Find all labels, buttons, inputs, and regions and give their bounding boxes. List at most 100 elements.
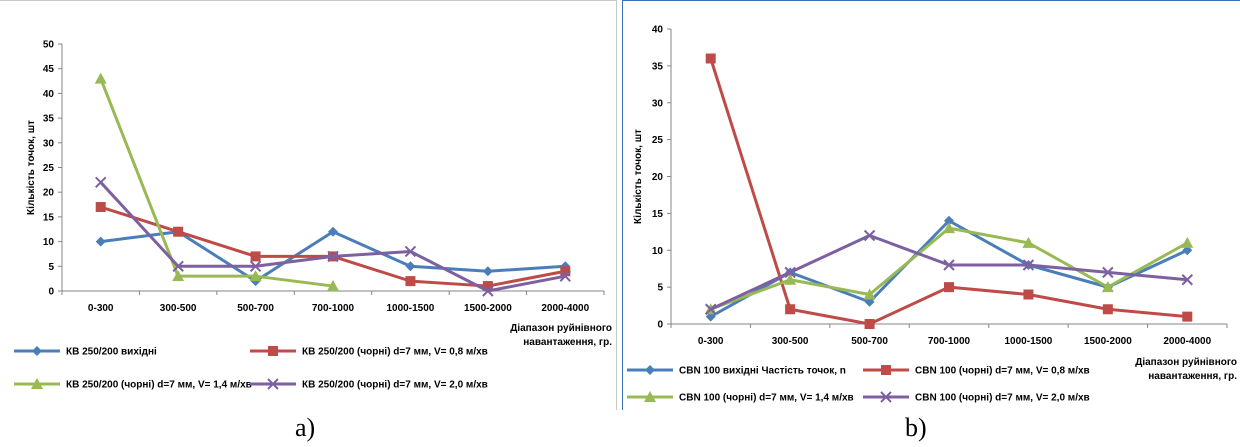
data-point	[1022, 259, 1035, 271]
x-tick-label: 1500-2000	[1084, 336, 1132, 347]
data-point	[559, 270, 571, 282]
legend-marker	[32, 346, 42, 356]
chart-b: 0 5 10 15 20 25 30 35 40 0-300 300-500 500-700 700-1…	[627, 25, 1237, 404]
data-point	[404, 245, 417, 258]
data-point	[1181, 274, 1193, 286]
data-point	[1102, 304, 1113, 315]
data-point	[482, 266, 493, 277]
legend-label: КВ 250/200 (чорні) d=7 мм, V= 0,8 м/хв	[302, 347, 488, 358]
legend-label: CBN 100 вихідні Частість точок, n	[679, 366, 846, 377]
y-tick-label: 25	[652, 135, 664, 146]
legend-marker	[881, 365, 891, 375]
y-tick-label: 10	[43, 237, 55, 248]
data-point	[944, 215, 954, 226]
x-tick-label: 300-500	[772, 336, 809, 347]
chart-panel-a: 0 5 10 15 20 25 30 35 40 45 50 0-300 300-500 500-700 7…	[0, 0, 617, 410]
data-point	[863, 288, 876, 300]
data-point	[1022, 236, 1035, 248]
data-point	[95, 176, 107, 189]
series-4	[705, 229, 1193, 315]
x-tick-label: 2000-4000	[1163, 336, 1211, 347]
data-point	[1182, 311, 1193, 322]
chart-a: 0 5 10 15 20 25 30 35 40 45 50 0-300 300-500 500-700 7…	[14, 40, 612, 391]
data-point	[863, 229, 876, 242]
y-axis-title: Кількість точок, шт	[26, 120, 37, 215]
caption-b: b)	[905, 413, 927, 442]
y-tick-label: 15	[43, 212, 55, 223]
legend-label: CBN 100 (чорні) d=7 мм, V= 1,4 м/хв	[679, 393, 854, 404]
y-tick-label: 0	[657, 320, 663, 331]
data-point	[1181, 236, 1194, 248]
legend-marker	[268, 346, 278, 356]
x-axis-title: навантаження, гр.	[523, 337, 612, 348]
data-point	[1023, 289, 1034, 300]
legend-label: CBN 100 (чорні) d=7 мм, V= 2,0 м/хв	[915, 393, 1090, 404]
legend-entry: CBN 100 вихідні Частість точок, n	[627, 365, 846, 377]
x-tick-label: 1000-1500	[1005, 336, 1053, 347]
legend-entry: КВ 250/200 (чорні) d=7 мм, V= 1,4 м/хв	[14, 378, 252, 391]
data-point	[172, 260, 184, 273]
data-point	[943, 222, 955, 234]
series-line	[709, 219, 1188, 318]
data-point	[1101, 281, 1114, 293]
legend-marker	[645, 365, 655, 375]
series-line	[710, 226, 1189, 311]
data-point	[944, 282, 954, 293]
legend-label: CBN 100 (чорні) d=7 мм, V= 0,8 м/хв	[915, 366, 1090, 377]
y-tick-label: 50	[43, 40, 55, 51]
legend-label: КВ 250/200 (чорні) d=7 мм, V= 2,0 м/хв	[302, 380, 488, 391]
data-point	[943, 259, 955, 271]
legend-entry: КВ 250/200 (чорні) d=7 мм, V= 2,0 м/хв	[250, 378, 488, 391]
legend-entry: CBN 100 (чорні) d=7 мм, V= 2,0 м/хв	[863, 391, 1090, 404]
data-point	[560, 266, 571, 277]
y-tick-label: 40	[652, 25, 664, 36]
legend-marker	[644, 391, 656, 402]
y-tick-label: 5	[48, 262, 54, 273]
series-3	[94, 72, 339, 292]
y-tick-label: 35	[652, 61, 664, 72]
series-4	[95, 176, 571, 297]
data-point	[482, 281, 493, 292]
legend-marker	[31, 378, 43, 389]
legend-marker	[267, 378, 279, 390]
data-point	[249, 270, 262, 282]
y-tick-label: 5	[657, 283, 663, 294]
caption-a: a)	[295, 413, 316, 442]
legend-entry: CBN 100 (чорні) d=7 мм, V= 1,4 м/хв	[627, 391, 854, 404]
y-tick-label: 10	[652, 246, 664, 257]
y-tick-label: 40	[43, 89, 55, 100]
legend-label: КВ 250/200 (чорні) d=7 мм, V= 1,4 м/хв	[66, 380, 252, 391]
y-tick-label: 0	[48, 287, 54, 298]
y-tick-label: 20	[652, 172, 664, 183]
x-tick-label: 500-700	[237, 303, 274, 314]
data-point	[95, 202, 106, 213]
y-tick-label: 35	[43, 114, 55, 125]
x-tick-label: 300-500	[160, 303, 197, 314]
chart-panel-b: 0 5 10 15 20 25 30 35 40 0-300 300-500 500-700 700-1…	[622, 0, 1240, 410]
data-point	[405, 276, 416, 287]
x-axis-title: навантаження, гр.	[1148, 371, 1237, 382]
legend-entry: CBN 100 (чорні) d=7 мм, V= 0,8 м/хв	[863, 365, 1090, 377]
series-2	[705, 53, 1193, 329]
data-point	[785, 304, 796, 315]
data-point	[328, 226, 338, 237]
x-tick-label: 700-1000	[928, 336, 971, 347]
x-tick-label: 0-300	[88, 303, 114, 314]
data-point	[405, 261, 416, 272]
data-point	[249, 260, 262, 273]
series-line	[100, 205, 566, 288]
x-tick-label: 2000-4000	[541, 303, 589, 314]
legend-entry: КВ 250/200 вихідні	[14, 346, 157, 358]
data-point	[705, 53, 716, 64]
data-point	[327, 250, 339, 263]
x-axis-title: Діапазон руйнівного	[1135, 357, 1237, 368]
legend-label: КВ 250/200 вихідні	[66, 347, 157, 358]
y-tick-label: 30	[43, 138, 55, 149]
y-tick-label: 30	[652, 98, 664, 109]
series-line	[710, 234, 1188, 311]
data-point	[327, 280, 339, 292]
data-point	[172, 270, 185, 282]
y-tick-label: 45	[43, 64, 55, 75]
data-point	[95, 236, 106, 247]
data-point	[705, 303, 717, 315]
